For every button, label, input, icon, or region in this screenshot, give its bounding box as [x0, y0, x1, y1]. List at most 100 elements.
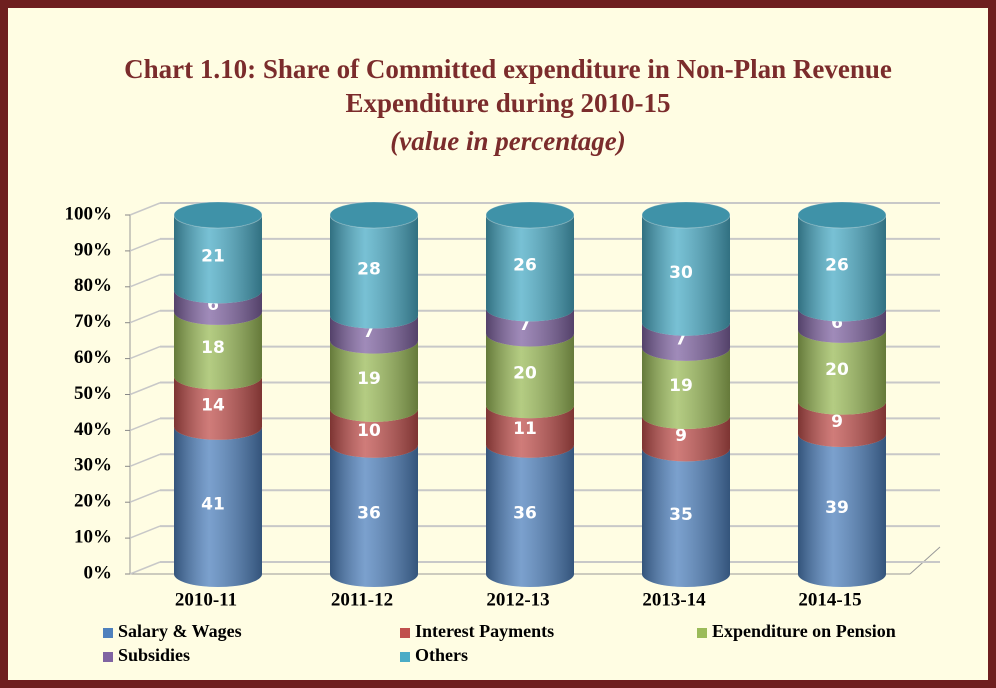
y-tick-label: 50%	[74, 383, 112, 404]
y-tick-label: 40%	[74, 419, 112, 440]
x-tick-label: 2011-12	[331, 589, 393, 610]
bar-shade	[486, 405, 574, 458]
data-label: 6	[831, 313, 843, 333]
bar-shade	[642, 448, 730, 587]
x-tick-label: 2013-14	[642, 589, 706, 610]
data-label: 7	[519, 315, 531, 335]
chart-title: Chart 1.10: Share of Committed expenditu…	[124, 54, 892, 118]
bar-shade	[330, 444, 418, 587]
data-label: 7	[363, 322, 375, 342]
bar-shade	[486, 333, 574, 419]
bar-shade	[798, 329, 886, 415]
grid-line-side	[129, 238, 161, 252]
grid-line-side	[129, 381, 161, 396]
data-label: 9	[831, 412, 843, 432]
grid-line-side	[129, 310, 161, 324]
data-label: 21	[201, 247, 225, 267]
grid-line-side	[129, 453, 161, 467]
y-tick-label: 70%	[74, 311, 112, 332]
data-label: 7	[675, 329, 687, 349]
bar-shade	[174, 426, 262, 587]
grid-line-side	[129, 202, 161, 216]
legend-label: Interest Payments	[415, 621, 554, 641]
bar-shade	[798, 433, 886, 587]
bar-shade	[798, 308, 886, 343]
y-tick-label: 30%	[74, 455, 112, 476]
bar-shade	[174, 290, 262, 325]
bar-cap	[797, 201, 887, 229]
bar-shade	[486, 308, 574, 347]
y-tick-label: 10%	[74, 526, 112, 547]
bar-shade	[642, 215, 730, 336]
bar-shade	[642, 416, 730, 462]
bar-shade	[174, 376, 262, 440]
data-label: 39	[825, 498, 849, 518]
y-tick-label: 0%	[84, 562, 113, 583]
data-label: 36	[513, 503, 537, 523]
bar-shade	[642, 322, 730, 361]
x-tick-label: 2014-15	[798, 589, 861, 610]
bar-shade	[330, 215, 418, 329]
bar-cap	[329, 201, 419, 229]
bar-shade	[330, 340, 418, 422]
legend-label: Subsidies	[118, 645, 190, 665]
bar-cap-shade	[174, 202, 262, 228]
bar-shade	[486, 444, 574, 587]
y-tick-label: 60%	[74, 347, 112, 368]
x-tick-label: 2010-11	[175, 589, 237, 610]
grid-line-side	[129, 489, 161, 503]
grid-line-side	[129, 417, 161, 432]
y-tick-label: 20%	[74, 491, 112, 512]
data-label: 26	[825, 256, 849, 276]
data-label: 19	[357, 369, 381, 389]
bar-shade	[798, 401, 886, 447]
y-tick-label: 80%	[74, 275, 112, 296]
bar-cap	[641, 201, 731, 229]
bar-cap-shade	[798, 202, 886, 228]
data-label: 14	[201, 396, 225, 416]
bar-shade	[642, 347, 730, 430]
data-label: 36	[357, 503, 381, 523]
legend-label: Others	[415, 645, 468, 665]
y-tick-label: 100%	[65, 203, 113, 224]
data-label: 41	[201, 494, 225, 514]
bar-shade	[486, 215, 574, 322]
bar-cap	[173, 201, 263, 229]
bar-shade	[330, 315, 418, 354]
chart-subtitle: (value in percentage)	[390, 126, 626, 156]
data-label: 11	[513, 419, 537, 439]
grid-line-side	[129, 345, 161, 360]
legend-swatch	[400, 628, 410, 638]
legend-swatch	[103, 628, 113, 638]
bar-shade	[174, 215, 262, 304]
data-label: 9	[675, 426, 687, 446]
data-label: 18	[201, 338, 225, 358]
data-label: 35	[669, 505, 693, 525]
data-label: 28	[357, 259, 381, 279]
bar-shade	[330, 408, 418, 458]
bar-cap-shade	[486, 202, 574, 228]
data-label: 6	[207, 295, 219, 315]
grid-line-side	[129, 561, 161, 575]
grid-line-side	[129, 525, 161, 539]
legend-label: Salary & Wages	[118, 621, 242, 641]
data-label: 30	[669, 263, 693, 283]
y-tick-label: 90%	[74, 239, 112, 260]
legend-swatch	[103, 652, 113, 662]
data-label: 26	[513, 256, 537, 276]
bar-cap	[485, 201, 575, 229]
bar-shade	[174, 311, 262, 390]
grid-line-side	[129, 274, 161, 288]
data-label: 10	[357, 421, 381, 441]
bar-cap-shade	[642, 202, 730, 228]
x-tick-label: 2012-13	[486, 589, 549, 610]
legend-label: Expenditure on Pension	[712, 621, 896, 641]
legend-swatch	[697, 628, 707, 638]
data-label: 19	[669, 376, 693, 396]
data-label: 20	[825, 360, 849, 380]
bar-shade	[798, 215, 886, 322]
legend-swatch	[400, 652, 410, 662]
data-label: 20	[513, 363, 537, 383]
axis-floor	[909, 546, 941, 575]
